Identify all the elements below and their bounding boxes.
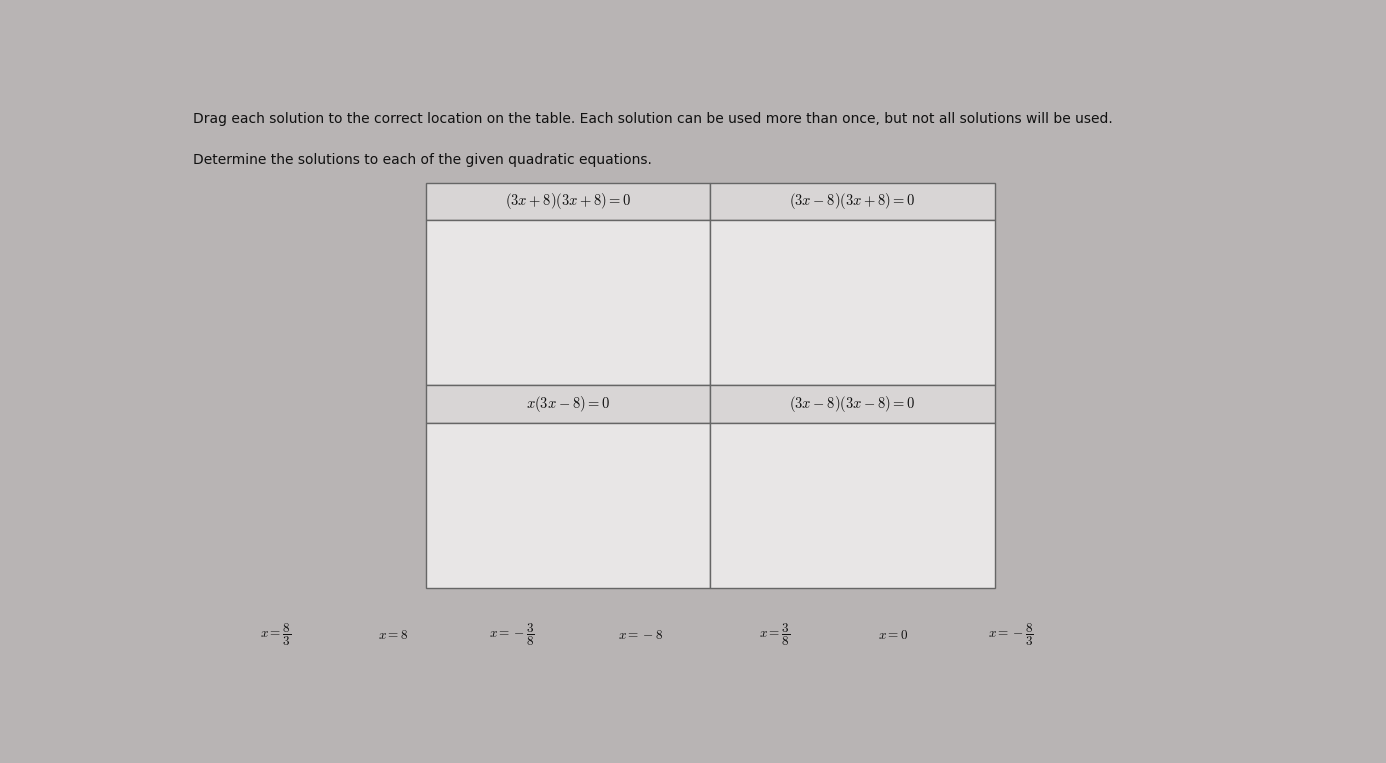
Text: $x = 8$: $x = 8$ (378, 629, 409, 642)
Text: $(3x - 8)(3x + 8) = 0$: $(3x - 8)(3x + 8) = 0$ (790, 192, 916, 211)
Text: $x = 0$: $x = 0$ (877, 629, 908, 642)
Bar (711, 221, 995, 385)
Text: $(3x - 8)(3x - 8) = 0$: $(3x - 8)(3x - 8) = 0$ (790, 394, 916, 414)
Bar (426, 423, 711, 588)
Text: $x(3x - 8) = 0$: $x(3x - 8) = 0$ (525, 394, 610, 414)
Text: Drag each solution to the correct location on the table. Each solution can be us: Drag each solution to the correct locati… (193, 112, 1113, 126)
Bar (711, 182, 995, 221)
Bar (426, 182, 711, 221)
Bar (711, 385, 995, 423)
Text: Determine the solutions to each of the given quadratic equations.: Determine the solutions to each of the g… (193, 153, 651, 167)
Bar (426, 385, 711, 423)
Text: $x = -8$: $x = -8$ (618, 629, 663, 642)
Text: $x = -\dfrac{8}{3}$: $x = -\dfrac{8}{3}$ (988, 622, 1034, 648)
Text: $x = \dfrac{8}{3}$: $x = \dfrac{8}{3}$ (259, 622, 291, 648)
Bar (711, 423, 995, 588)
Text: $x = \dfrac{3}{8}$: $x = \dfrac{3}{8}$ (760, 622, 790, 648)
Bar (426, 221, 711, 385)
Text: $x = -\dfrac{3}{8}$: $x = -\dfrac{3}{8}$ (489, 622, 535, 648)
Text: $(3x + 8)(3x + 8) = 0$: $(3x + 8)(3x + 8) = 0$ (505, 192, 631, 211)
